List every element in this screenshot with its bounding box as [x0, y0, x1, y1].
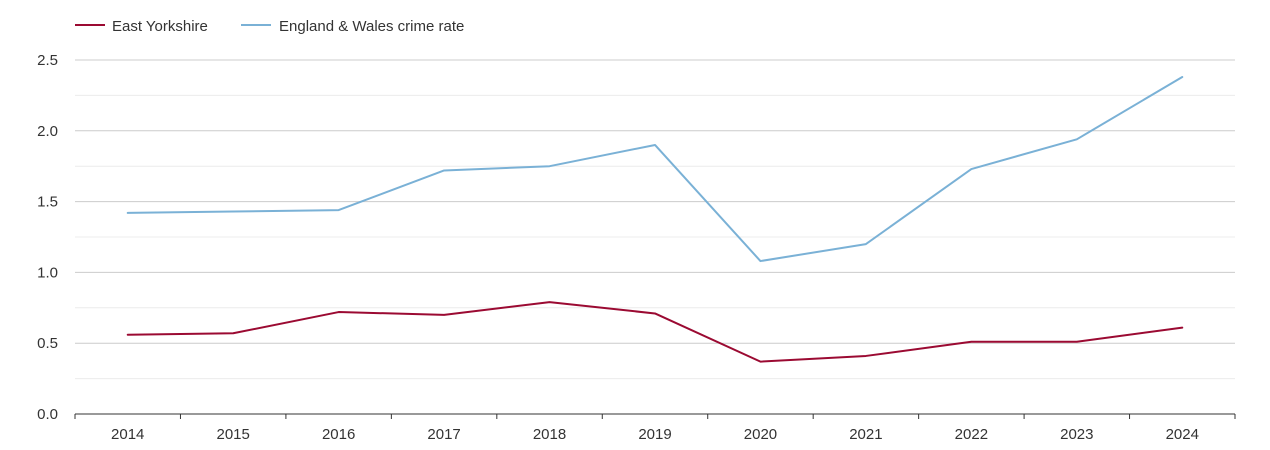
y-tick-label: 1.5 — [37, 194, 58, 211]
x-tick-label: 2022 — [955, 426, 988, 443]
series-lines — [126, 75, 1184, 363]
x-axis: 2014 2015 2016 2017 2018 2019 2020 2021 2022 2023… — [74, 413, 1236, 443]
y-tick-label: 2.5 — [37, 52, 58, 69]
legend-label-england-wales: England & Wales crime rate — [279, 18, 464, 35]
y-tick-label: 2.0 — [37, 123, 58, 140]
x-tick-label: 2019 — [638, 426, 671, 443]
x-tick-label: 2017 — [427, 426, 460, 443]
x-tick-label: 2015 — [216, 426, 249, 443]
x-tick-label: 2016 — [322, 426, 355, 443]
x-tick-label: 2023 — [1060, 426, 1093, 443]
legend-item-england-wales[interactable]: England & Wales crime rate — [241, 18, 464, 35]
y-tick-label: 0.0 — [37, 406, 58, 423]
y-tick-label: 1.0 — [37, 264, 58, 281]
x-tick-label: 2014 — [111, 426, 144, 443]
legend-item-east-yorkshire[interactable]: East Yorkshire — [75, 18, 208, 35]
series-line-0 — [126, 301, 1184, 363]
legend: East Yorkshire England & Wales crime rat… — [75, 18, 464, 35]
series-line-1 — [126, 75, 1184, 263]
x-tick-label: 2020 — [744, 426, 777, 443]
x-tick-label: 2018 — [533, 426, 566, 443]
legend-label-east-yorkshire: East Yorkshire — [112, 18, 208, 35]
y-tick-label: 0.5 — [37, 335, 58, 352]
x-tick-label: 2024 — [1166, 426, 1199, 443]
gridlines — [75, 59, 1235, 380]
y-axis: 0.0 0.5 1.0 1.5 2.0 2.5 — [37, 52, 58, 423]
x-tick-label: 2021 — [849, 426, 882, 443]
